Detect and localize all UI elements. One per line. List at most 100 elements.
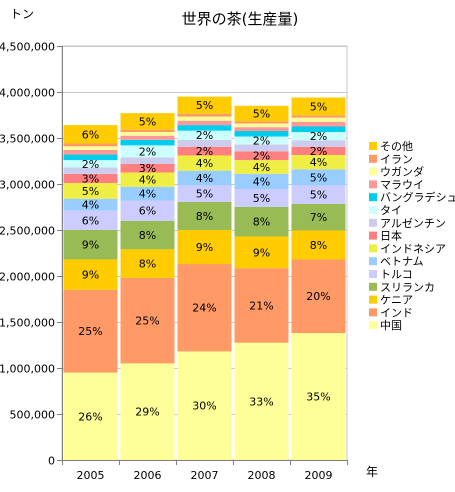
bar-segment [291,132,346,141]
bar-segment [120,220,175,250]
data-label: 20% [306,290,330,303]
data-label: 2% [310,130,327,143]
bar-segment [120,363,175,460]
bar-segment [120,129,175,133]
bar-segment [63,183,118,199]
data-label: 4% [196,157,213,170]
data-label: 24% [192,302,216,315]
legend-label: ケニア [380,294,413,307]
y-tick-label: 3,500,000 [0,133,55,146]
data-label: 7% [310,211,327,224]
x-tick-label: 2005 [77,469,105,482]
data-label: 4% [139,188,156,201]
bar-segment [120,145,175,158]
bar-segment [234,189,289,207]
y-tick-label: 0 [48,455,55,468]
data-label: 29% [135,406,159,419]
x-axis-label: 年 [366,465,378,479]
bar-segment [177,201,232,230]
y-tick-label: 4,000,000 [0,87,55,100]
data-label: 5% [253,192,270,205]
data-label: 5% [82,185,99,198]
bar-segment [120,157,175,164]
bar-segment [234,136,289,145]
data-label: 3% [82,172,99,185]
legend-swatch [369,167,377,176]
bar-segment [63,146,118,150]
data-label: 6% [82,128,99,141]
data-label: 30% [192,400,216,413]
bar-segment [177,264,232,352]
bar-segment [120,200,175,221]
x-tick-label: 2006 [134,469,162,482]
data-label: 5% [196,99,213,112]
legend-swatch [369,321,377,330]
legend-label: インド [380,306,413,319]
data-label: 25% [135,315,159,328]
bar-segment [177,125,232,131]
y-tick-label: 2,000,000 [0,271,55,284]
bar-segment [234,160,289,174]
data-label: 5% [253,107,270,120]
legend-swatch [369,180,377,189]
data-label: 2% [196,129,213,142]
data-label: 4% [82,199,99,212]
bar-segment [63,125,118,144]
legend-label: トルコ [380,268,413,281]
y-tick-label: 500,000 [10,409,56,422]
data-label: 9% [82,269,99,282]
bar-segment [120,277,175,364]
data-label: 5% [310,100,327,113]
bar-segment [177,170,232,186]
bar-segment [63,173,118,184]
legend-label: タイ [380,204,402,217]
data-label: 4% [139,174,156,187]
bar-segment [63,198,118,211]
bar-segment [291,126,346,133]
bar-segment [234,151,289,161]
bar-segment [120,132,175,136]
data-label: 2% [139,145,156,158]
bar-segment [63,160,118,168]
data-label: 4% [196,172,213,185]
bar-segment [177,185,232,202]
bar-segment [291,140,346,147]
legend-swatch [369,231,377,240]
bar-segment [291,259,346,334]
data-label: 21% [249,299,273,312]
legend-label: ベトナム [380,255,424,268]
legend-label: イラン [380,153,413,166]
bar-segment [63,372,118,460]
data-label: 6% [82,214,99,227]
bar-segment [120,139,175,146]
legend-swatch [369,308,377,317]
bar-segment [291,203,346,231]
data-label: 8% [253,216,270,229]
data-labels: 26%25%9%9%6%4%5%3%2%6%29%25%8%8%6%4%4%3%… [78,99,330,423]
data-label: 5% [196,188,213,201]
legend-label: バングラデシュ [380,190,455,204]
legend-swatch [369,257,377,266]
data-label: 35% [306,391,330,404]
bar-segment [291,169,346,186]
data-label: 9% [196,241,213,254]
data-label: 5% [139,115,156,128]
bar-segment [177,351,232,460]
bar-segment [234,105,289,122]
legend-swatch [369,193,377,202]
legend-label: インドネシア [380,242,446,255]
data-label: 2% [253,134,270,147]
data-label: 8% [196,210,213,223]
legend: その他イランウガンダマラウイバングラデシュタイアルゼンチン日本インドネシアベトナ… [369,140,455,332]
bar-segment [63,167,118,174]
bar-segment [234,207,289,237]
data-label: 2% [310,145,327,158]
bar-segment [234,268,289,343]
x-tick-label: 2008 [248,469,276,482]
y-tick-label: 1,500,000 [0,317,55,330]
bar-segment [63,259,118,290]
legend-label: ウガンダ [380,165,424,179]
bar-segment [234,342,289,460]
bar-segment [177,96,232,114]
